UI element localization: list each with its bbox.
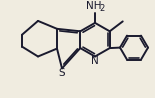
Text: NH: NH — [86, 1, 102, 11]
Text: N: N — [91, 56, 99, 66]
Text: S: S — [59, 68, 65, 78]
Text: 2: 2 — [99, 4, 105, 13]
